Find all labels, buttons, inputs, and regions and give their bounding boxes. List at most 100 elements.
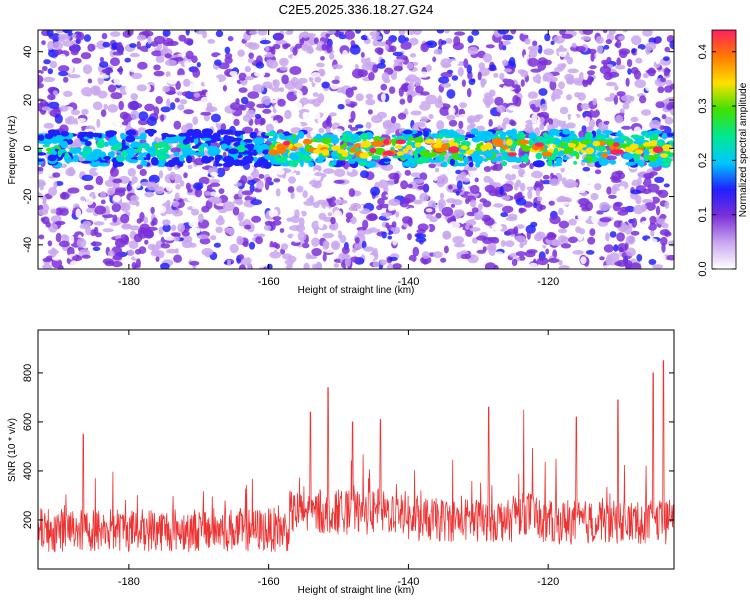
heatmap-cell <box>404 193 416 203</box>
heatmap-cell <box>197 234 209 240</box>
heatmap-cell <box>419 150 431 157</box>
heatmap-cell <box>89 153 100 161</box>
snr-ylabel: SNR (10 * v/v) <box>7 418 18 482</box>
heatmap-cell <box>55 207 64 216</box>
heatmap-cell <box>87 78 93 84</box>
heatmap-cell <box>537 44 543 54</box>
heatmap-cell <box>402 216 413 224</box>
heatmap-cell <box>181 240 193 249</box>
heatmap-cell <box>187 82 199 93</box>
heatmap-cell <box>322 120 333 130</box>
heatmap-hotspot <box>451 152 460 157</box>
heatmap-cell <box>452 236 465 244</box>
heatmap-cell <box>655 101 665 109</box>
colorbar-tick-label: 0.2 <box>697 153 709 168</box>
heatmap-cell <box>264 220 273 226</box>
heatmap-cell <box>506 228 518 235</box>
heatmap-cell <box>41 40 46 46</box>
heatmap-cell <box>553 35 565 44</box>
heatmap-cell <box>122 113 133 123</box>
heatmap-cell <box>272 219 282 226</box>
heatmap-cell <box>325 126 331 133</box>
heatmap-cell <box>417 71 430 78</box>
heatmap-cell <box>583 116 591 123</box>
heatmap-cell <box>555 144 563 148</box>
heatmap-cell <box>621 125 632 130</box>
heatmap-cell <box>493 203 504 208</box>
heatmap-cell <box>401 262 412 269</box>
heatmap-cell <box>661 144 673 152</box>
heatmap-cell <box>432 85 441 90</box>
heatmap-cell <box>524 38 531 45</box>
heatmap-cell <box>331 79 340 85</box>
heatmap-cell <box>191 227 201 233</box>
heatmap-cell <box>555 157 563 165</box>
heatmap-cell <box>399 98 406 105</box>
heatmap-cell <box>237 49 245 57</box>
heatmap-cell <box>664 231 672 237</box>
heatmap-cell <box>575 46 586 53</box>
heatmap-cell <box>501 161 507 167</box>
heatmap-cell <box>118 100 124 111</box>
heatmap-hotspot <box>268 149 280 156</box>
heatmap-cell <box>159 161 165 166</box>
heatmap-cell <box>614 201 623 207</box>
heatmap-cell <box>55 48 63 56</box>
heatmap-cell <box>139 168 147 177</box>
heatmap-cell <box>139 223 150 233</box>
heatmap-cell <box>505 129 515 137</box>
heatmap-cell <box>574 92 581 98</box>
heatmap-cell <box>391 221 397 228</box>
heatmap-cell <box>603 244 614 253</box>
heatmap-cell <box>606 56 612 63</box>
heatmap-cell <box>299 217 305 227</box>
heatmap-cell <box>53 181 58 189</box>
x-tick-label: -160 <box>258 576 280 588</box>
heatmap-cell <box>178 154 185 162</box>
heatmap-cell <box>407 183 413 189</box>
heatmap-cell <box>657 189 669 198</box>
heatmap-hotspot <box>435 138 442 146</box>
heatmap-cell <box>218 208 228 214</box>
heatmap-cell <box>663 67 670 77</box>
heatmap-cell <box>395 211 400 218</box>
heatmap-cell <box>456 251 462 260</box>
heatmap-cell <box>74 90 83 100</box>
heatmap-cell <box>118 155 123 161</box>
heatmap-cell <box>551 95 561 100</box>
heatmap-cell <box>465 219 477 226</box>
heatmap-cell <box>174 192 180 201</box>
x-tick-label: -140 <box>397 276 419 288</box>
heatmap-cell <box>337 103 345 110</box>
heatmap-cell <box>121 139 126 147</box>
heatmap-cell <box>103 141 110 147</box>
heatmap-cell <box>506 157 518 163</box>
heatmap-cell <box>174 97 180 103</box>
heatmap-cell <box>90 241 102 247</box>
heatmap-cell <box>410 228 416 234</box>
heatmap-cell <box>614 85 619 91</box>
heatmap-cell <box>540 81 549 86</box>
heatmap-cell <box>175 184 181 190</box>
heatmap-cell <box>327 30 336 35</box>
heatmap-cell <box>500 212 509 218</box>
heatmap-cell <box>61 234 68 239</box>
heatmap-cell <box>648 259 657 265</box>
heatmap-cell <box>289 66 302 75</box>
heatmap-cell <box>494 224 503 231</box>
heatmap-cell <box>146 153 151 161</box>
heatmap-cell <box>205 90 216 98</box>
heatmap-cell <box>502 205 514 213</box>
x-tick-label: -180 <box>118 576 140 588</box>
heatmap-cell <box>43 59 51 65</box>
heatmap-cell <box>308 258 318 265</box>
heatmap-cell <box>175 80 181 91</box>
heatmap-cell <box>453 36 461 46</box>
spectrogram-y-ticks: -40 -20 0 20 40 <box>22 46 674 253</box>
heatmap-cell <box>528 132 537 140</box>
heatmap-cell <box>330 216 336 225</box>
heatmap-cell <box>127 249 135 256</box>
heatmap-cell <box>296 90 303 100</box>
heatmap-cell <box>233 199 243 205</box>
heatmap-cell <box>371 130 383 138</box>
